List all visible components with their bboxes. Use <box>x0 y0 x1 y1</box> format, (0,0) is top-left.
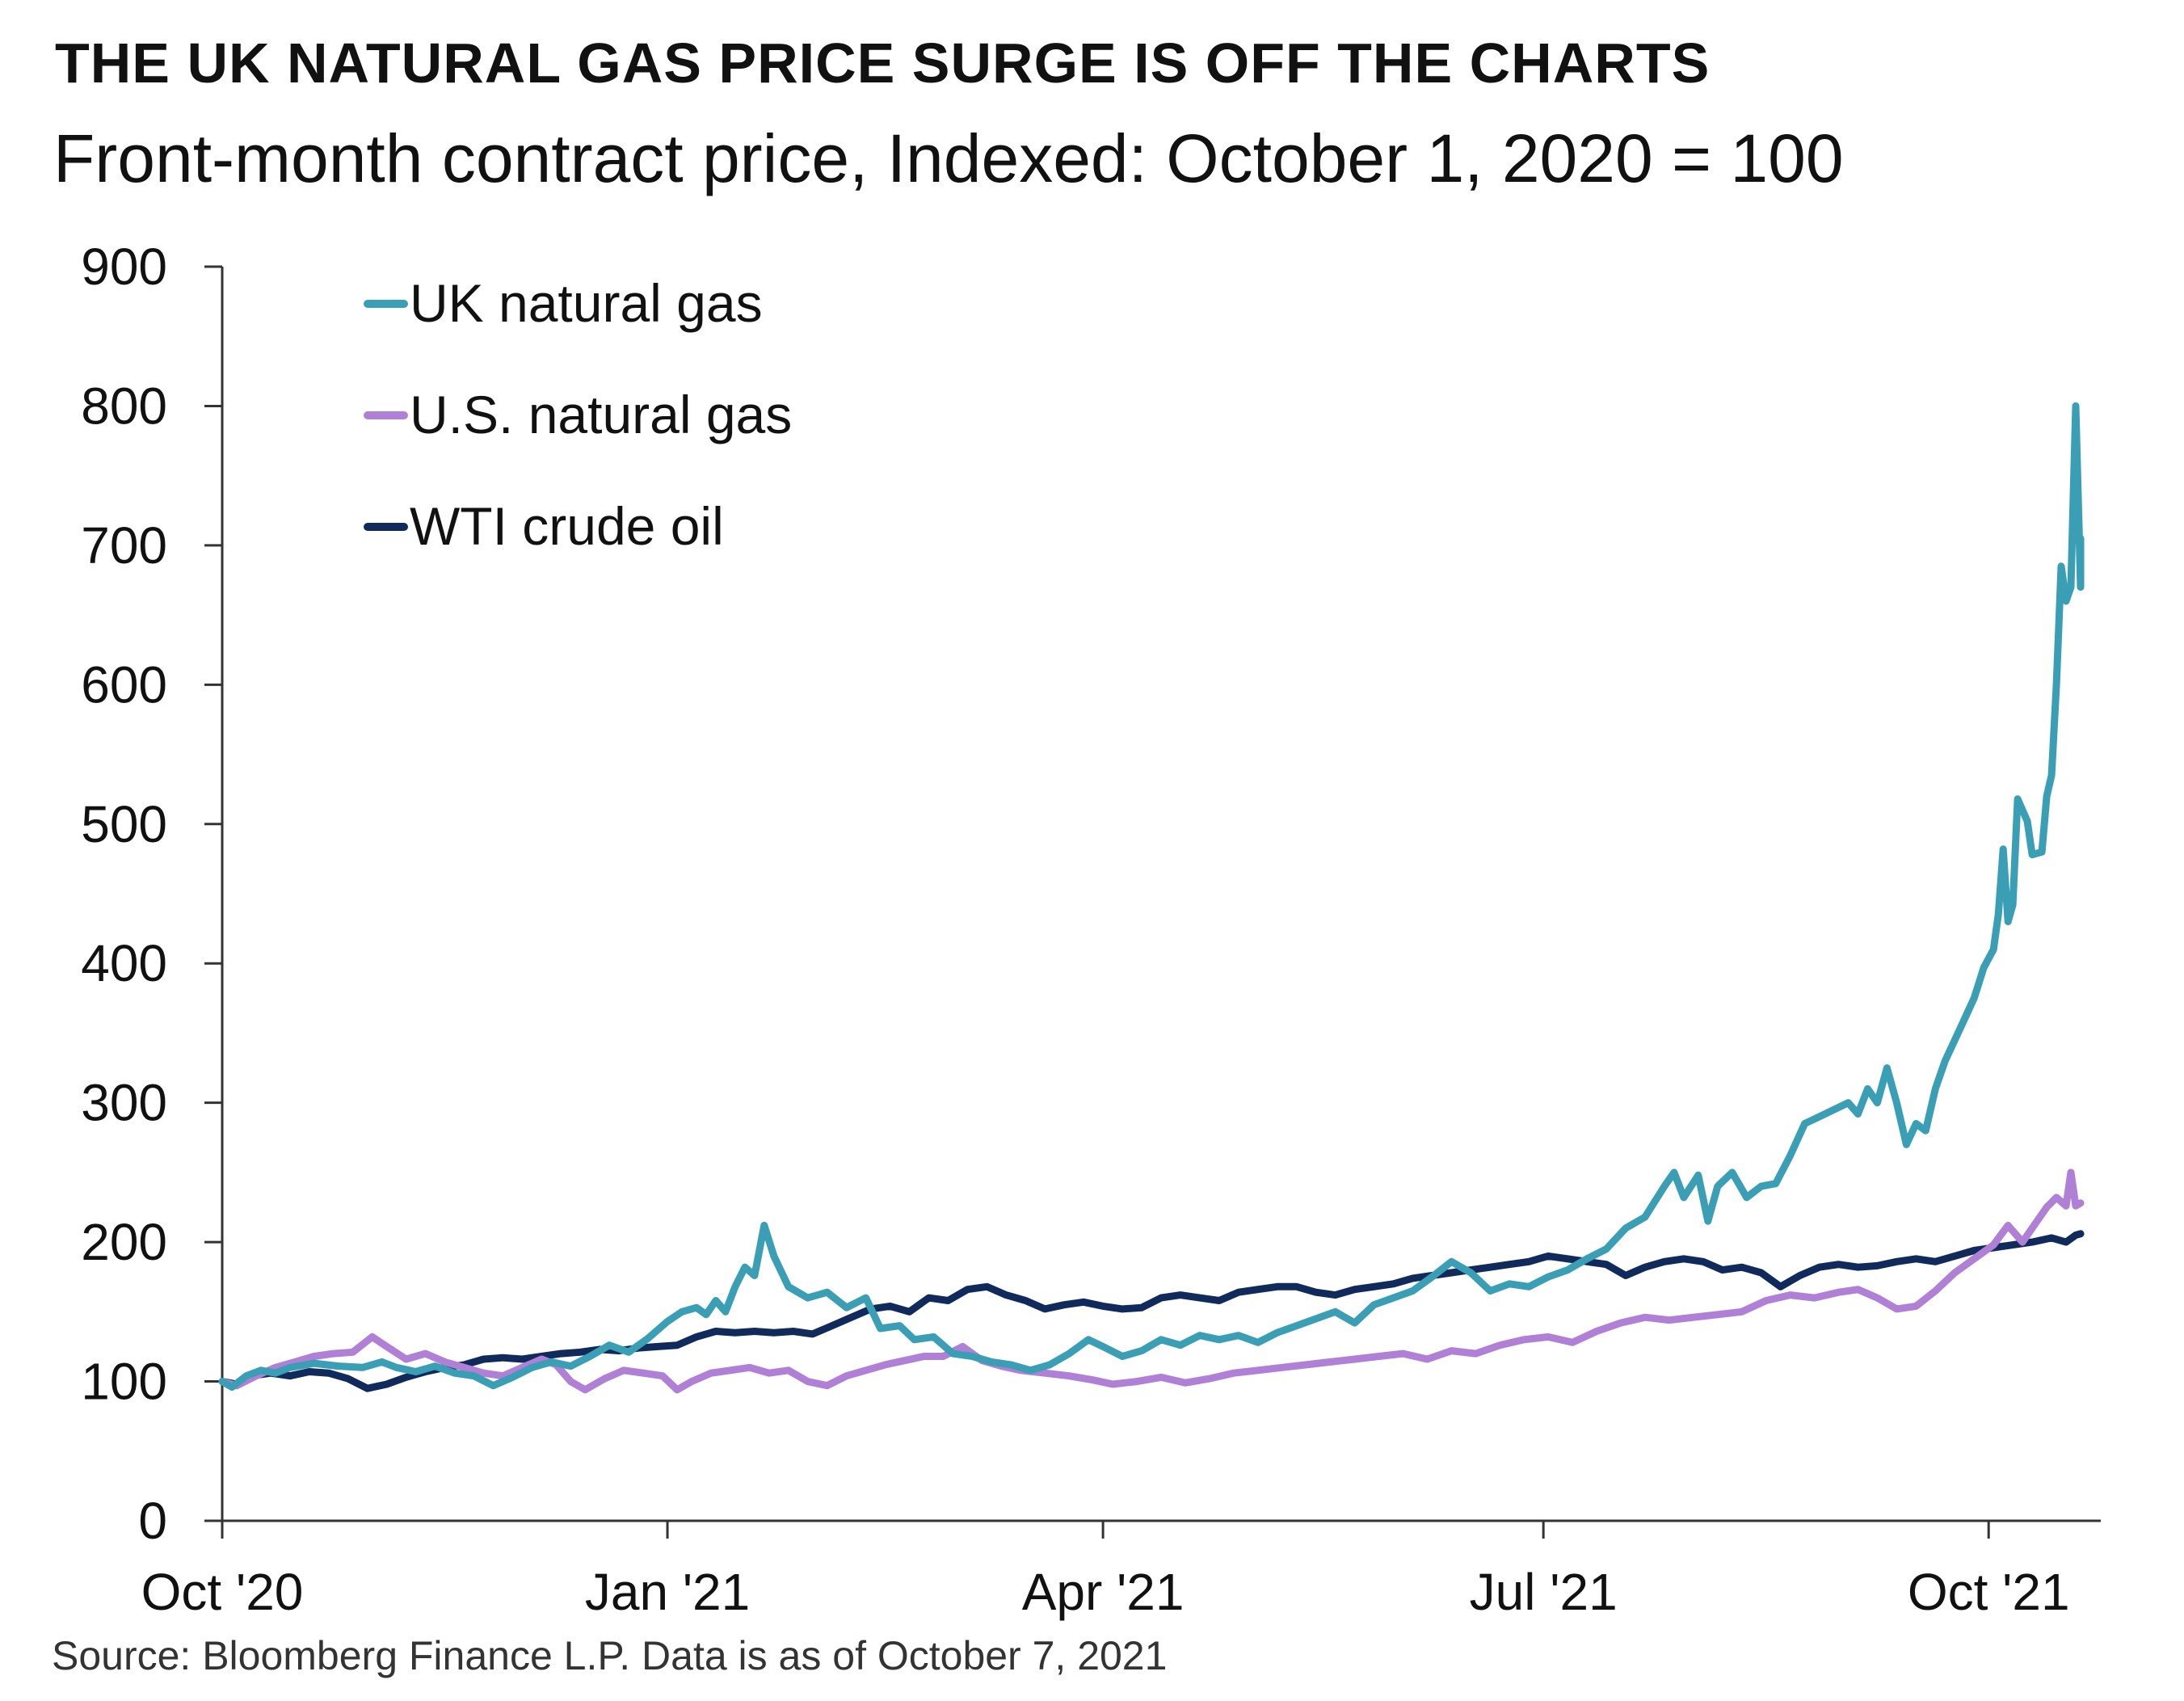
y-tick-label: 100 <box>81 1353 167 1411</box>
chart-series <box>218 402 2085 1394</box>
x-tick-label: Oct '20 <box>141 1563 304 1621</box>
y-tick-label: 700 <box>81 516 167 575</box>
chart-subtitle: Front-month contract price, Indexed: Oct… <box>53 120 1844 196</box>
y-tick-label: 300 <box>81 1074 167 1132</box>
chart-axes: 0 100 200 300 400 500 600 700 800 900 Oct '20 Jan '… <box>81 238 2101 1621</box>
y-tick-label: 500 <box>81 795 167 853</box>
series-line-uk-natural-gas <box>218 402 2085 1391</box>
y-tick-label: 900 <box>81 238 167 296</box>
x-tick-label: Oct '21 <box>1908 1563 2070 1621</box>
y-tick-label: 800 <box>81 377 167 435</box>
y-tick-label: 600 <box>81 655 167 714</box>
source-note: Source: Bloomberg Finance L.P. Data is a… <box>52 1633 1168 1678</box>
chart-title: THE UK NATURAL GAS PRICE SURGE IS OFF TH… <box>55 32 1711 95</box>
series-line-wti-crude-oil <box>218 1230 2085 1392</box>
x-tick-label: Jan '21 <box>585 1563 750 1621</box>
x-tick-label: Jul '21 <box>1470 1563 1618 1621</box>
x-tick-label: Apr '21 <box>1022 1563 1185 1621</box>
y-tick-label: 0 <box>138 1492 167 1550</box>
legend-label: UK natural gas <box>410 273 763 333</box>
series-line-u-s-natural-gas <box>218 1168 2085 1394</box>
y-tick-label: 400 <box>81 934 167 992</box>
legend-label: WTI crude oil <box>410 496 724 556</box>
chart-legend: UK natural gas U.S. natural gas WTI crude … <box>364 273 792 556</box>
y-tick-label: 200 <box>81 1213 167 1271</box>
legend-label: U.S. natural gas <box>410 385 792 444</box>
